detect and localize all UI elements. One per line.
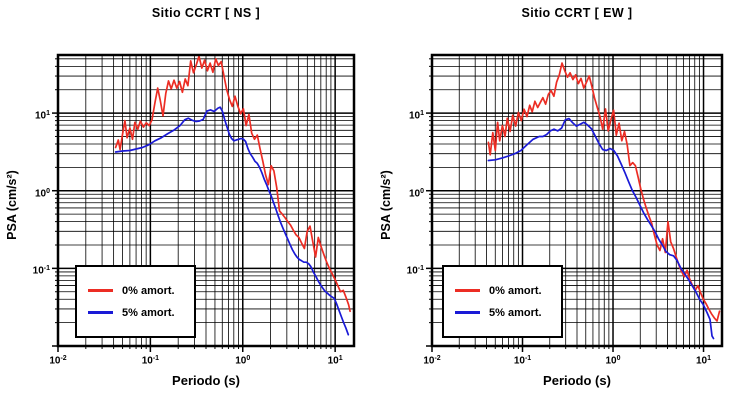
legend-item-0pct: 0% amort.	[455, 285, 561, 297]
blue-line-swatch	[455, 311, 480, 314]
panel-ns-legend: 0% amort. 5% amort.	[75, 265, 196, 338]
x-tick-label: 10-1	[513, 355, 532, 367]
y-tick-label: 100	[34, 187, 50, 200]
x-tick-label: 10-2	[423, 355, 441, 367]
panel-ew-title: Sitio CCRT [ EW ]	[521, 6, 633, 20]
legend-item-5pct: 5% amort.	[88, 307, 194, 319]
red-line-swatch	[88, 289, 113, 292]
x-tick-label: 10-1	[141, 355, 160, 367]
legend-label-5pct: 5% amort.	[489, 306, 542, 319]
curve-ns-0pct	[114, 55, 351, 313]
panel-ns-title: Sitio CCRT [ NS ]	[151, 6, 261, 20]
panel-ew-xaxis-label: Periodo (s)	[543, 373, 611, 388]
panel-ns-xaxis-label: Periodo (s)	[172, 373, 240, 388]
y-tick-label: 100	[408, 187, 424, 200]
curve-ew-5pct	[487, 117, 715, 340]
legend-label-0pct: 0% amort.	[489, 284, 542, 297]
x-tick-label: 100	[235, 355, 251, 367]
curve-ns-5pct	[114, 106, 350, 336]
x-tick-label: 10-2	[49, 355, 67, 367]
y-tick-label: 10-1	[406, 265, 424, 277]
y-tick-label: 10-1	[32, 265, 50, 277]
x-tick-label: 101	[327, 355, 343, 367]
legend-label-0pct: 0% amort.	[122, 284, 175, 297]
plot-frame	[430, 53, 724, 348]
y-tick-label: 101	[408, 110, 424, 122]
plot-frame	[56, 53, 356, 348]
legend-item-5pct: 5% amort.	[455, 307, 561, 319]
legend-item-0pct: 0% amort.	[88, 285, 194, 297]
y-tick-label: 101	[34, 110, 50, 122]
blue-line-swatch	[88, 311, 113, 314]
plot-area-ns	[52, 53, 356, 352]
legend-label-5pct: 5% amort.	[122, 306, 175, 319]
red-line-swatch	[455, 289, 480, 292]
panel-ew-yaxis-label: PSA (cm/s²)	[379, 170, 393, 240]
panel-ew-legend: 0% amort. 5% amort.	[442, 265, 563, 338]
panel-ns-yaxis-label: PSA (cm/s²)	[5, 170, 19, 240]
x-tick-label: 100	[605, 355, 621, 367]
x-tick-label: 101	[696, 355, 712, 367]
